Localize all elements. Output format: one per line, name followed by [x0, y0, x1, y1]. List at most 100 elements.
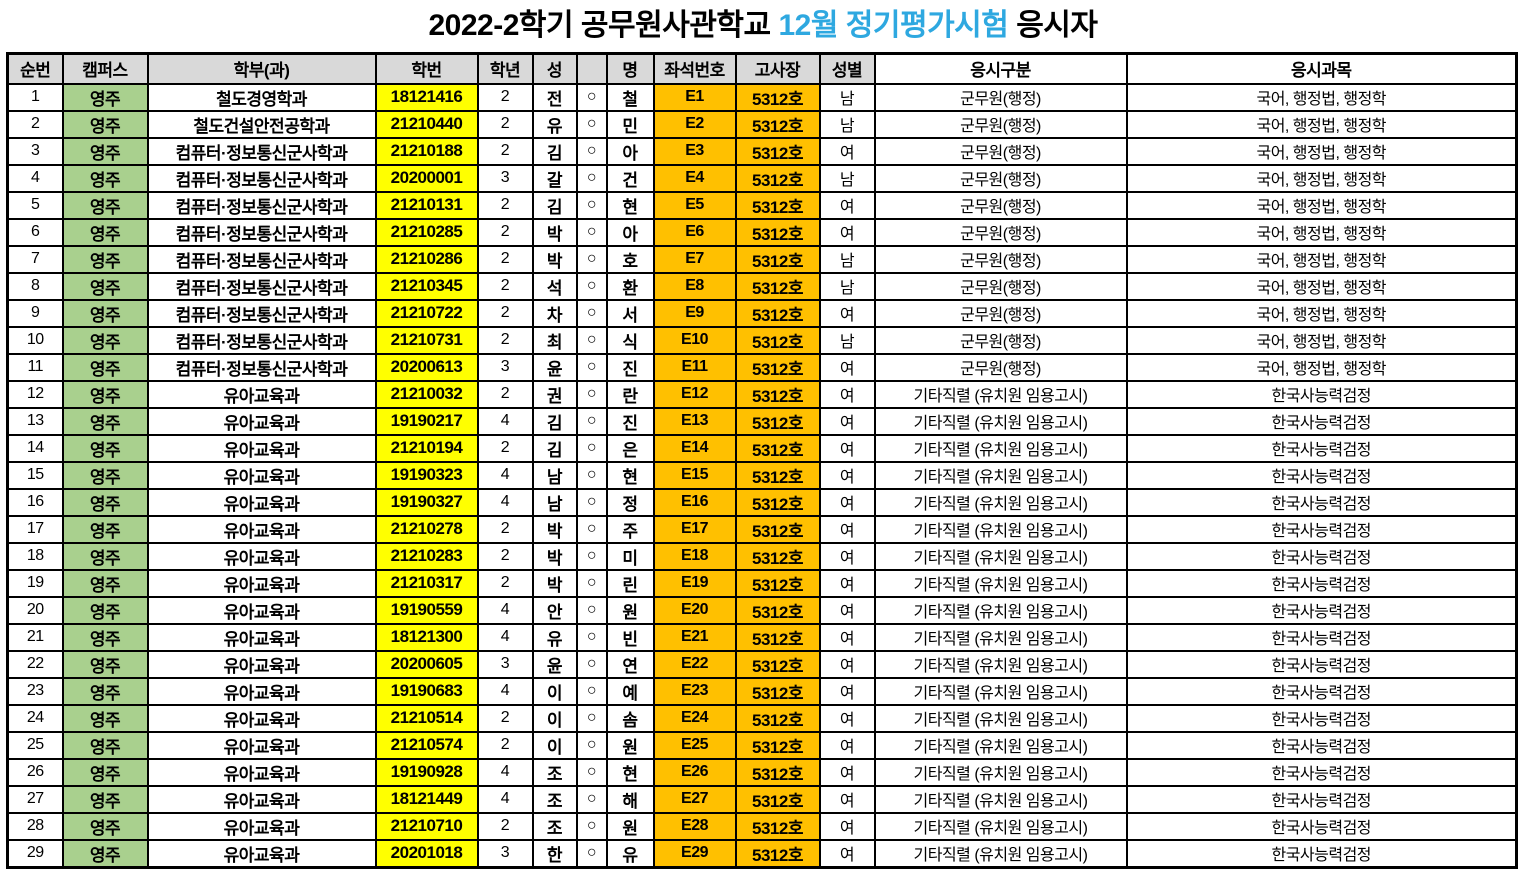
cell-exam-room: 5312호 — [734, 541, 821, 571]
cell-department: 유아교육과 — [146, 730, 377, 760]
cell-exam-subjects: 한국사능력검정 — [1125, 568, 1518, 598]
cell-campus: 영주 — [61, 379, 149, 409]
table-row: 1 영주 철도경영학과 18121416 2 전 ○ 철 E1 5312호 남 군무원(행정) 국어, … — [6, 82, 1518, 112]
cell-student-id: 21210722 — [374, 298, 479, 328]
cell-exam-category: 기타직렬 (유치원 임용고시) — [873, 460, 1128, 490]
table-row: 16 영주 유아교육과 19190327 4 남 ○ 정 E16 5312호 여 기타직렬 (유치원 … — [6, 487, 1518, 517]
cell-surname: 김 — [531, 136, 578, 166]
cell-exam-subjects: 국어, 행정법, 행정학 — [1125, 217, 1518, 247]
cell-exam-subjects: 한국사능력검정 — [1125, 541, 1518, 571]
cell-gender: 남 — [818, 271, 876, 301]
cell-seq: 6 — [6, 217, 64, 247]
cell-exam-subjects: 한국사능력검정 — [1125, 811, 1518, 841]
cell-given-name: 해 — [605, 784, 655, 814]
cell-seat-no: E16 — [652, 487, 737, 517]
table-row: 2 영주 철도건설안전공학과 21210440 2 유 ○ 민 E2 5312호 남 군무원(행정) 국… — [6, 109, 1518, 139]
cell-surname: 이 — [531, 703, 578, 733]
cell-exam-category: 기타직렬 (유치원 임용고시) — [873, 406, 1128, 436]
cell-seat-no: E24 — [652, 703, 737, 733]
cell-campus: 영주 — [61, 730, 149, 760]
cell-student-id: 21210731 — [374, 325, 479, 355]
cell-exam-category: 기타직렬 (유치원 임용고시) — [873, 838, 1128, 868]
cell-given-name: 린 — [605, 568, 655, 598]
cell-gender: 여 — [818, 757, 876, 787]
cell-student-id: 21210131 — [374, 190, 479, 220]
cell-name-mask: ○ — [575, 541, 608, 571]
cell-exam-room: 5312호 — [734, 703, 821, 733]
cell-student-id: 18121300 — [374, 622, 479, 652]
header-row: 순번 캠퍼스 학부(과) 학번 학년 성 명 좌석번호 고사장 성별 응시구분 응시과목 — [6, 52, 1518, 85]
cell-grade: 2 — [476, 82, 534, 112]
cell-gender: 남 — [818, 163, 876, 193]
cell-department: 컴퓨터·정보통신군사학과 — [146, 244, 377, 274]
cell-given-name: 아 — [605, 217, 655, 247]
cell-given-name: 건 — [605, 163, 655, 193]
cell-gender: 여 — [818, 811, 876, 841]
cell-seat-no: E13 — [652, 406, 737, 436]
cell-student-id: 20200001 — [374, 163, 479, 193]
cell-student-id: 19190559 — [374, 595, 479, 625]
cell-exam-subjects: 한국사능력검정 — [1125, 595, 1518, 625]
table-row: 15 영주 유아교육과 19190323 4 남 ○ 현 E15 5312호 여 기타직렬 (유치원 … — [6, 460, 1518, 490]
cell-department: 철도건설안전공학과 — [146, 109, 377, 139]
cell-department: 컴퓨터·정보통신군사학과 — [146, 136, 377, 166]
cell-seq: 19 — [6, 568, 64, 598]
cell-exam-category: 군무원(행정) — [873, 217, 1128, 247]
header-seat-no: 좌석번호 — [652, 52, 737, 85]
cell-given-name: 철 — [605, 82, 655, 112]
cell-department: 컴퓨터·정보통신군사학과 — [146, 217, 377, 247]
cell-seat-no: E12 — [652, 379, 737, 409]
cell-campus: 영주 — [61, 703, 149, 733]
cell-campus: 영주 — [61, 784, 149, 814]
cell-given-name: 서 — [605, 298, 655, 328]
table-row: 6 영주 컴퓨터·정보통신군사학과 21210285 2 박 ○ 아 E6 5312호 여 군무원(행… — [6, 217, 1518, 247]
cell-seq: 1 — [6, 82, 64, 112]
cell-exam-category: 군무원(행정) — [873, 298, 1128, 328]
cell-exam-room: 5312호 — [734, 82, 821, 112]
cell-campus: 영주 — [61, 595, 149, 625]
cell-seat-no: E28 — [652, 811, 737, 841]
cell-exam-room: 5312호 — [734, 109, 821, 139]
cell-student-id: 21210188 — [374, 136, 479, 166]
cell-gender: 여 — [818, 622, 876, 652]
cell-grade: 2 — [476, 244, 534, 274]
cell-exam-subjects: 한국사능력검정 — [1125, 649, 1518, 679]
cell-gender: 남 — [818, 244, 876, 274]
cell-campus: 영주 — [61, 838, 149, 868]
cell-seq: 9 — [6, 298, 64, 328]
cell-exam-subjects: 국어, 행정법, 행정학 — [1125, 271, 1518, 301]
cell-seat-no: E10 — [652, 325, 737, 355]
cell-department: 유아교육과 — [146, 406, 377, 436]
cell-exam-subjects: 국어, 행정법, 행정학 — [1125, 325, 1518, 355]
cell-department: 유아교육과 — [146, 784, 377, 814]
cell-surname: 최 — [531, 325, 578, 355]
cell-department: 유아교육과 — [146, 757, 377, 787]
cell-given-name: 원 — [605, 595, 655, 625]
cell-campus: 영주 — [61, 514, 149, 544]
table-row: 22 영주 유아교육과 20200605 3 윤 ○ 연 E22 5312호 여 기타직렬 (유치원 … — [6, 649, 1518, 679]
cell-campus: 영주 — [61, 217, 149, 247]
cell-student-id: 21210514 — [374, 703, 479, 733]
cell-department: 유아교육과 — [146, 676, 377, 706]
table-row: 25 영주 유아교육과 21210574 2 이 ○ 원 E25 5312호 여 기타직렬 (유치원 … — [6, 730, 1518, 760]
cell-exam-category: 기타직렬 (유치원 임용고시) — [873, 379, 1128, 409]
cell-seq: 14 — [6, 433, 64, 463]
cell-department: 유아교육과 — [146, 595, 377, 625]
cell-exam-room: 5312호 — [734, 352, 821, 382]
cell-exam-subjects: 국어, 행정법, 행정학 — [1125, 190, 1518, 220]
cell-name-mask: ○ — [575, 379, 608, 409]
cell-surname: 전 — [531, 82, 578, 112]
table-row: 10 영주 컴퓨터·정보통신군사학과 21210731 2 최 ○ 식 E10 5312호 남 군무원… — [6, 325, 1518, 355]
cell-name-mask: ○ — [575, 514, 608, 544]
cell-name-mask: ○ — [575, 649, 608, 679]
cell-exam-room: 5312호 — [734, 460, 821, 490]
cell-name-mask: ○ — [575, 460, 608, 490]
cell-seat-no: E8 — [652, 271, 737, 301]
cell-exam-room: 5312호 — [734, 379, 821, 409]
header-given-name: 명 — [605, 52, 655, 85]
cell-exam-subjects: 한국사능력검정 — [1125, 622, 1518, 652]
table-row: 8 영주 컴퓨터·정보통신군사학과 21210345 2 석 ○ 환 E8 5312호 남 군무원(행… — [6, 271, 1518, 301]
cell-grade: 2 — [476, 811, 534, 841]
cell-given-name: 식 — [605, 325, 655, 355]
cell-gender: 여 — [818, 352, 876, 382]
